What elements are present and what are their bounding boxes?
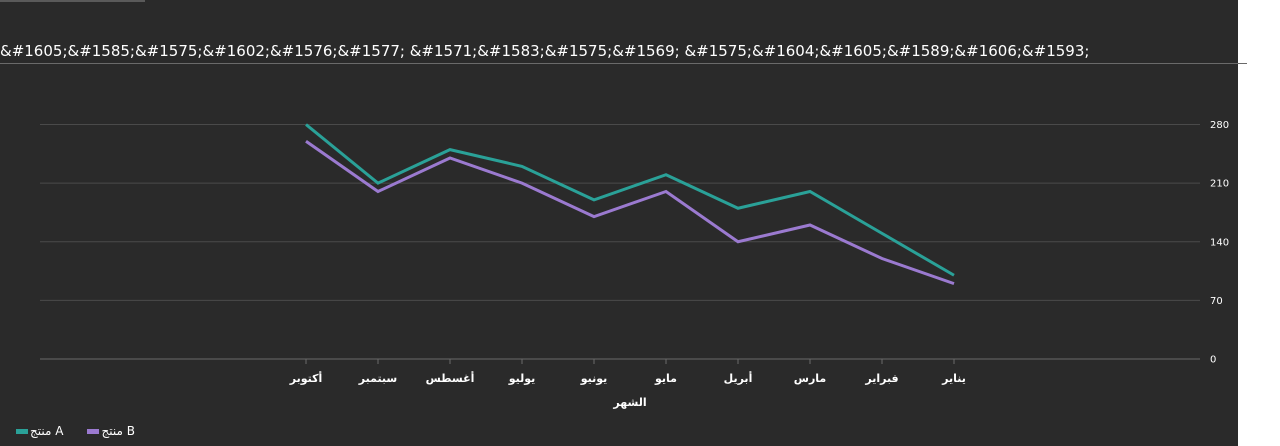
x-tick-label: سبتمبر — [358, 372, 398, 385]
series-line-a — [305, 123, 955, 277]
chart-title: &#1605;&#1585;&#1575;&#1602;&#1576;&#157… — [0, 42, 1090, 60]
tab-strip — [0, 0, 145, 2]
y-tick-label: 0 — [1210, 355, 1216, 366]
legend: منتج A منتج B — [16, 424, 135, 438]
x-tick-label: فبراير — [864, 372, 898, 385]
x-tick-label: أكتوبر — [289, 371, 323, 385]
y-axis: 0 70 140 210 280 — [1210, 120, 1229, 366]
x-tick-label: مارس — [794, 372, 826, 385]
line-chart: 0 70 140 210 280 يناير فبراير مارس أبريل مايو يون… — [40, 120, 1229, 409]
y-tick-label: 210 — [1210, 179, 1229, 190]
x-axis-label: الشهر — [612, 396, 646, 409]
legend-swatch-b — [87, 428, 100, 434]
legend-swatch-a — [16, 428, 28, 434]
y-tick-label: 70 — [1210, 296, 1223, 307]
series-line-b — [305, 140, 955, 286]
y-tick-label: 280 — [1210, 120, 1229, 131]
grid — [40, 124, 1200, 360]
x-tick-label: أبريل — [724, 371, 753, 385]
legend-label-b: منتج B — [101, 424, 135, 438]
x-tick-label: يناير — [941, 372, 966, 385]
x-tick-label: مايو — [654, 372, 677, 385]
series-lines — [305, 123, 955, 286]
legend-label-a: منتج A — [30, 424, 64, 438]
scrollbar-area[interactable] — [1238, 0, 1280, 446]
legend-item-a[interactable]: منتج A — [16, 424, 63, 438]
title-divider — [0, 63, 1247, 64]
y-tick-label: 140 — [1210, 237, 1229, 248]
x-axis: يناير فبراير مارس أبريل مايو يونيو يوليو أغسطس س… — [289, 359, 966, 385]
legend-item-b[interactable]: منتج B — [87, 424, 135, 438]
x-tick-label: أغسطس — [426, 371, 475, 385]
x-tick-label: يوليو — [508, 372, 536, 385]
x-tick-label: يونيو — [580, 372, 608, 385]
chart-panel — [0, 0, 1238, 446]
